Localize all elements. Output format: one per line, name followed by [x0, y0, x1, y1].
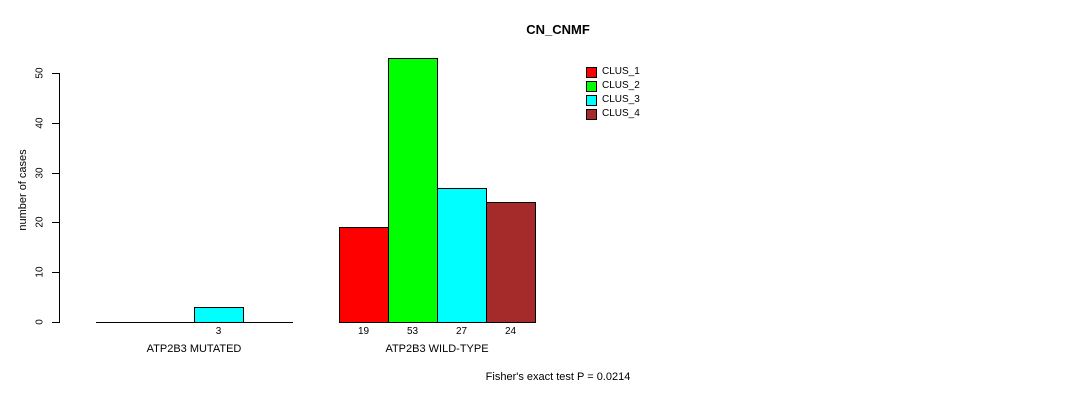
- bar-clus_4: [486, 202, 536, 323]
- bar-clus_1: [339, 227, 389, 323]
- bar-clus_3: [437, 188, 487, 323]
- legend-label-clus_4: CLUS_4: [602, 108, 640, 119]
- x-category-label: ATP2B3 WILD-TYPE: [385, 343, 489, 355]
- y-tick-label: 40: [34, 117, 46, 129]
- y-axis-line: [59, 73, 60, 323]
- y-tick-label: 0: [34, 319, 46, 325]
- bar-clus_2: [388, 58, 438, 323]
- legend-label-clus_2: CLUS_2: [602, 80, 640, 91]
- legend-label-clus_1: CLUS_1: [602, 66, 640, 77]
- legend-swatch-clus_2: [586, 81, 597, 92]
- y-tick-mark: [52, 222, 59, 223]
- fisher-test-note: Fisher's exact test P = 0.0214: [485, 371, 631, 383]
- y-tick-mark: [52, 173, 59, 174]
- legend-swatch-clus_1: [586, 67, 597, 78]
- y-tick-label: 30: [34, 167, 46, 179]
- bar-value-label: 19: [357, 326, 370, 337]
- bar-value-label: 53: [406, 326, 419, 337]
- y-tick-mark: [52, 73, 59, 74]
- bar-value-label: 24: [504, 326, 517, 337]
- legend-swatch-clus_4: [586, 109, 597, 120]
- bar-value-label: 27: [455, 326, 468, 337]
- x-category-label: ATP2B3 MUTATED: [146, 343, 242, 355]
- y-tick-mark: [52, 123, 59, 124]
- bar-clus_3: [194, 307, 244, 323]
- y-tick-label: 20: [34, 216, 46, 228]
- legend-swatch-clus_3: [586, 95, 597, 106]
- y-tick-label: 50: [34, 67, 46, 79]
- chart-title: CN_CNMF: [526, 22, 590, 37]
- bar-value-label: 3: [215, 326, 222, 337]
- y-tick-mark: [52, 272, 59, 273]
- legend-label-clus_3: CLUS_3: [602, 94, 640, 105]
- y-tick-label: 10: [34, 266, 46, 278]
- y-tick-mark: [52, 322, 59, 323]
- y-axis-label: number of cases: [17, 149, 29, 231]
